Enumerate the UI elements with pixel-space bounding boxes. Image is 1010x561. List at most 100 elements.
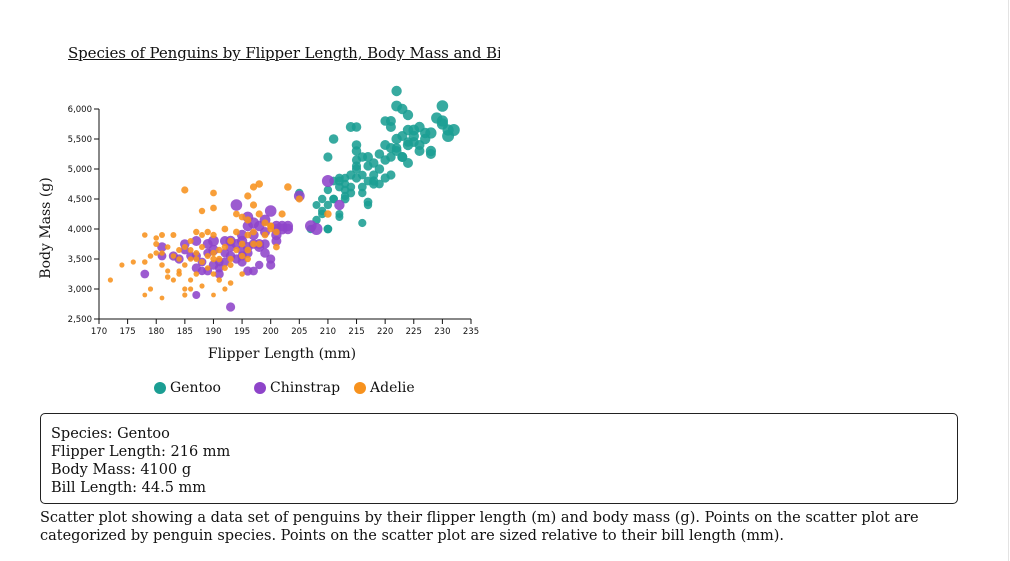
point-chinstrap[interactable] (255, 260, 264, 270)
point-adelie[interactable] (193, 271, 200, 277)
point-adelie[interactable] (188, 286, 194, 292)
point-gentoo[interactable] (425, 145, 437, 157)
point-adelie[interactable] (261, 219, 269, 227)
point-gentoo[interactable] (318, 209, 327, 219)
point-adelie[interactable] (227, 255, 234, 263)
point-chinstrap[interactable] (310, 223, 323, 235)
point-adelie[interactable] (159, 295, 165, 301)
point-gentoo[interactable] (346, 188, 356, 198)
point-chinstrap[interactable] (192, 291, 201, 299)
point-gentoo[interactable] (369, 179, 379, 189)
point-gentoo[interactable] (358, 188, 367, 198)
point-adelie[interactable] (119, 262, 125, 268)
point-adelie[interactable] (233, 246, 240, 254)
point-adelie[interactable] (233, 228, 240, 236)
point-chinstrap[interactable] (334, 199, 345, 211)
point-adelie[interactable] (233, 210, 240, 218)
point-gentoo[interactable] (442, 124, 454, 136)
point-adelie[interactable] (193, 228, 200, 236)
point-adelie[interactable] (199, 232, 205, 238)
point-chinstrap[interactable] (266, 260, 276, 270)
legend-item-gentoo[interactable]: Gentoo (154, 380, 221, 396)
point-adelie[interactable] (227, 237, 235, 245)
point-adelie[interactable] (273, 228, 280, 236)
point-gentoo[interactable] (363, 200, 373, 210)
point-gentoo[interactable] (358, 218, 367, 228)
point-chinstrap[interactable] (230, 199, 243, 211)
point-adelie[interactable] (164, 244, 171, 250)
point-adelie[interactable] (210, 271, 217, 277)
point-adelie[interactable] (221, 265, 228, 271)
point-adelie[interactable] (193, 250, 200, 256)
point-gentoo[interactable] (346, 170, 356, 180)
point-adelie[interactable] (250, 228, 257, 236)
point-gentoo[interactable] (414, 121, 425, 133)
point-adelie[interactable] (221, 243, 229, 251)
point-gentoo[interactable] (323, 200, 333, 210)
point-gentoo[interactable] (385, 143, 396, 153)
point-adelie[interactable] (147, 286, 154, 292)
point-gentoo[interactable] (357, 170, 367, 180)
point-gentoo[interactable] (402, 109, 414, 121)
point-adelie[interactable] (176, 271, 182, 277)
point-gentoo[interactable] (402, 139, 414, 151)
point-adelie[interactable] (267, 225, 275, 233)
point-adelie[interactable] (244, 231, 252, 239)
point-adelie[interactable] (278, 210, 286, 218)
point-adelie[interactable] (249, 201, 258, 209)
point-chinstrap[interactable] (220, 257, 230, 267)
point-gentoo[interactable] (380, 173, 390, 183)
point-adelie[interactable] (176, 247, 183, 253)
point-adelie[interactable] (273, 243, 280, 251)
point-gentoo[interactable] (420, 133, 431, 145)
legend-item-adelie[interactable]: Adelie (354, 380, 415, 396)
point-adelie[interactable] (182, 262, 188, 268)
point-adelie[interactable] (255, 240, 263, 248)
point-adelie[interactable] (244, 192, 252, 200)
point-adelie[interactable] (324, 210, 332, 218)
point-gentoo[interactable] (386, 152, 396, 162)
point-adelie[interactable] (187, 247, 194, 253)
point-chinstrap[interactable] (264, 205, 277, 217)
point-adelie[interactable] (216, 255, 223, 263)
point-chinstrap[interactable] (214, 263, 224, 273)
point-chinstrap[interactable] (191, 236, 202, 246)
point-chinstrap[interactable] (157, 242, 167, 252)
point-adelie[interactable] (255, 210, 263, 218)
point-adelie[interactable] (147, 253, 154, 259)
point-adelie[interactable] (238, 252, 246, 260)
point-chinstrap[interactable] (321, 175, 334, 187)
point-adelie[interactable] (170, 232, 177, 238)
point-adelie[interactable] (204, 265, 211, 271)
point-adelie[interactable] (210, 255, 217, 263)
point-chinstrap[interactable] (237, 257, 247, 267)
point-gentoo[interactable] (323, 224, 333, 234)
point-chinstrap[interactable] (260, 248, 270, 258)
point-adelie[interactable] (210, 189, 217, 197)
point-adelie[interactable] (170, 253, 177, 259)
point-adelie[interactable] (244, 246, 252, 254)
point-gentoo[interactable] (369, 170, 379, 180)
point-adelie[interactable] (182, 286, 188, 292)
point-adelie[interactable] (211, 292, 216, 298)
point-adelie[interactable] (222, 286, 228, 292)
point-adelie[interactable] (199, 259, 205, 265)
point-adelie[interactable] (238, 213, 246, 221)
point-adelie[interactable] (204, 253, 211, 259)
point-adelie[interactable] (187, 256, 194, 262)
point-gentoo[interactable] (351, 146, 362, 156)
legend-item-chinstrap[interactable]: Chinstrap (254, 380, 340, 396)
point-gentoo[interactable] (318, 194, 327, 204)
point-adelie[interactable] (130, 259, 136, 265)
point-gentoo[interactable] (312, 201, 321, 209)
point-adelie[interactable] (199, 244, 205, 250)
point-adelie[interactable] (142, 292, 148, 298)
point-adelie[interactable] (221, 225, 229, 233)
point-adelie[interactable] (176, 256, 182, 262)
point-gentoo[interactable] (374, 149, 385, 159)
point-adelie[interactable] (193, 256, 200, 262)
point-gentoo[interactable] (397, 152, 408, 162)
point-adelie[interactable] (170, 277, 176, 283)
point-adelie[interactable] (107, 277, 113, 283)
point-adelie[interactable] (250, 240, 257, 248)
